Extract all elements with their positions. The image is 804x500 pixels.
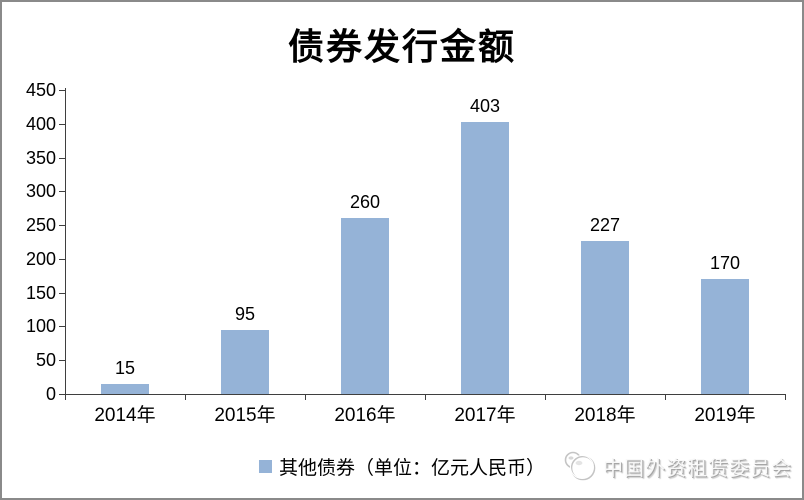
watermark-text: 中国外资租赁委员会 (603, 457, 792, 480)
x-tick (305, 395, 306, 400)
y-axis-label: 300 (25, 181, 56, 202)
y-axis-label: 200 (25, 248, 56, 269)
bar-value-label: 95 (234, 304, 256, 324)
y-tick (59, 258, 65, 260)
bar (581, 241, 629, 394)
x-axis-label: 2014年 (94, 405, 156, 426)
y-axis-label: 350 (25, 147, 56, 168)
y-tick (59, 157, 65, 159)
x-tick (425, 395, 426, 400)
bar-value-label: 15 (114, 358, 136, 378)
bar-value-label: 170 (709, 253, 741, 273)
y-tick (59, 360, 65, 362)
x-axis-line (65, 394, 786, 395)
x-axis-label: 2019年 (694, 405, 756, 426)
y-axis-label: 450 (25, 80, 56, 100)
bar (221, 330, 269, 394)
x-axis-label: 2016年 (334, 405, 396, 426)
y-axis-label: 150 (25, 282, 56, 303)
x-tick (665, 395, 666, 400)
legend-square-marker (258, 460, 272, 473)
y-axis-line (65, 88, 66, 394)
x-axis-label: 2017年 (454, 405, 516, 426)
x-tick (65, 395, 66, 400)
y-axis-label: 100 (25, 316, 56, 337)
x-axis-label: 2018年 (574, 405, 636, 426)
chart-title: 债券发行金额 (287, 27, 516, 67)
y-tick (59, 90, 65, 91)
y-tick (59, 326, 65, 328)
x-tick (785, 395, 786, 400)
x-axis-label: 2015年 (214, 405, 276, 426)
bar-value-label: 227 (589, 215, 621, 235)
y-tick (59, 123, 65, 125)
x-tick (545, 395, 546, 400)
y-tick (59, 394, 65, 395)
y-axis-label: 400 (25, 113, 56, 134)
bar (341, 218, 389, 394)
globe-icon (564, 451, 596, 481)
bar-value-label: 260 (349, 192, 381, 212)
y-axis-label: 0 (45, 384, 56, 404)
y-axis-label: 250 (25, 215, 56, 236)
y-axis-label: 50 (35, 350, 56, 371)
legend: 其他债券（单位：亿元人民币） (258, 453, 546, 480)
legend-label: 其他债券（单位：亿元人民币） (278, 458, 546, 479)
y-tick (59, 225, 65, 227)
bar (701, 279, 749, 394)
bar-value-label: 403 (469, 96, 501, 116)
bar (101, 384, 149, 394)
x-tick (185, 395, 186, 400)
watermark: 中国外资租赁委员会 (562, 449, 792, 483)
bar (461, 122, 509, 394)
y-tick (59, 292, 65, 294)
y-tick (59, 191, 65, 193)
